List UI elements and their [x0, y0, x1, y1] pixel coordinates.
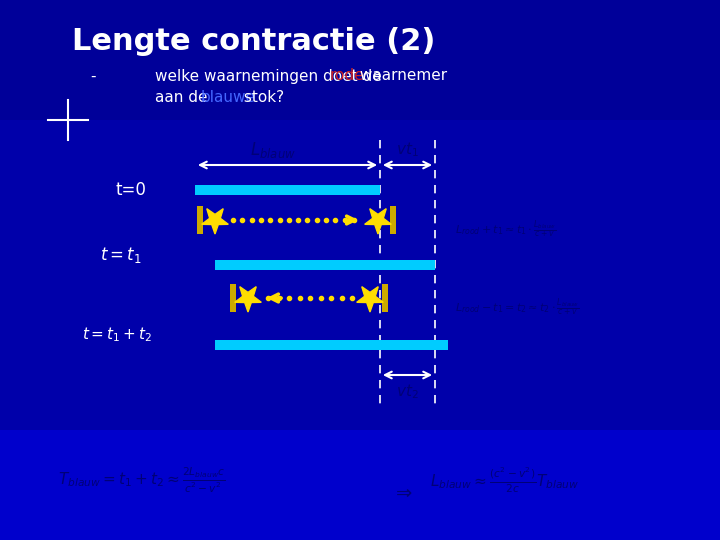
Text: $t=t_1$: $t=t_1$ [100, 245, 142, 265]
Bar [215, 340, 448, 350]
Text: $L_{blauw} \approx \frac{(c^2 - v^2)}{2c} T_{blauw}$: $L_{blauw} \approx \frac{(c^2 - v^2)}{2c… [430, 465, 579, 495]
Bar [230, 284, 236, 312]
Text: welke waarnemingen doet de: welke waarnemingen doet de [155, 69, 387, 84]
Text: $L_{blauw}$: $L_{blauw}$ [250, 140, 295, 160]
Bar [382, 284, 388, 312]
Text: $L_{rood} - t_1 = t_2 \approx t_2 \cdot \frac{L_{blauw}}{c+v}$: $L_{rood} - t_1 = t_2 \approx t_2 \cdot … [455, 297, 580, 319]
Polygon shape [235, 287, 261, 312]
Text: $vt_2$: $vt_2$ [396, 383, 419, 401]
Text: aan de: aan de [155, 90, 212, 105]
Polygon shape [202, 208, 228, 234]
Text: Lengte contractie (2): Lengte contractie (2) [72, 28, 436, 57]
Bar [0, 120, 720, 430]
Text: -: - [90, 69, 96, 84]
Bar [215, 260, 435, 270]
Bar [0, 0, 720, 120]
Bar [195, 185, 380, 195]
Polygon shape [365, 208, 391, 234]
Text: $\Rightarrow$: $\Rightarrow$ [392, 483, 413, 502]
Bar [0, 430, 720, 540]
Bar [197, 206, 203, 234]
Text: t=0: t=0 [115, 181, 146, 199]
Text: $vt_1$: $vt_1$ [396, 140, 419, 159]
Text: stok?: stok? [239, 90, 284, 105]
Text: rode: rode [329, 69, 364, 84]
Text: blauwe: blauwe [200, 90, 255, 105]
Bar [390, 206, 396, 234]
Polygon shape [356, 287, 383, 312]
Text: waarnemer: waarnemer [355, 69, 447, 84]
Text: $L_{rood} + t_1 \approx t_1 \cdot \frac{L_{blauw}}{c+v}$: $L_{rood} + t_1 \approx t_1 \cdot \frac{… [455, 219, 557, 241]
Text: $T_{blauw} = t_1 + t_2 \approx \frac{2L_{blauw}c}{c^2 - v^2}$: $T_{blauw} = t_1 + t_2 \approx \frac{2L_… [58, 465, 225, 495]
Text: $t=t_1+t_2$: $t=t_1+t_2$ [82, 326, 153, 345]
